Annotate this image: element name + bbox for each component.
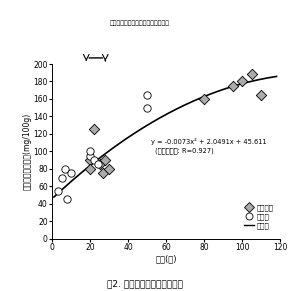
Y-axis label: 総カルニチン含量(mg/100g): 総カルニチン含量(mg/100g): [23, 113, 32, 190]
乳雄牛: [88, 149, 92, 154]
黒毛和種: [101, 171, 106, 175]
黒毛和種: [97, 162, 102, 167]
乳雄牛: [95, 162, 100, 167]
乳雄牛: [88, 153, 92, 158]
黒毛和種: [103, 158, 108, 162]
黒毛和種: [230, 84, 235, 88]
Legend: 黒毛和種, 乳雄牛, 多項式: 黒毛和種, 乳雄牛, 多項式: [241, 202, 277, 232]
乳雄牛: [69, 171, 73, 175]
乳雄牛: [55, 188, 60, 193]
黒毛和種: [88, 158, 92, 162]
Text: 乳歯から永久歯への生え替わり時期: 乳歯から永久歯への生え替わり時期: [110, 20, 170, 26]
Text: 図2. 月齢と総カルニチン含量: 図2. 月齢と総カルニチン含量: [107, 279, 182, 288]
乳雄牛: [145, 105, 149, 110]
乳雄牛: [92, 158, 96, 162]
X-axis label: 月齢(月): 月齢(月): [155, 255, 177, 264]
乳雄牛: [65, 197, 70, 202]
Text: (重相関係数: R=0.927): (重相関係数: R=0.927): [155, 147, 214, 154]
乳雄牛: [145, 92, 149, 97]
黒毛和種: [202, 97, 207, 101]
黒毛和種: [88, 166, 92, 171]
乳雄牛: [63, 166, 68, 171]
黒毛和種: [92, 127, 96, 132]
乳雄牛: [59, 175, 64, 180]
黒毛和種: [259, 92, 264, 97]
Text: y = -0.0073x² + 2.0491x + 45.611: y = -0.0073x² + 2.0491x + 45.611: [151, 138, 266, 145]
黒毛和種: [107, 166, 112, 171]
黒毛和種: [240, 79, 244, 84]
黒毛和種: [249, 72, 254, 77]
